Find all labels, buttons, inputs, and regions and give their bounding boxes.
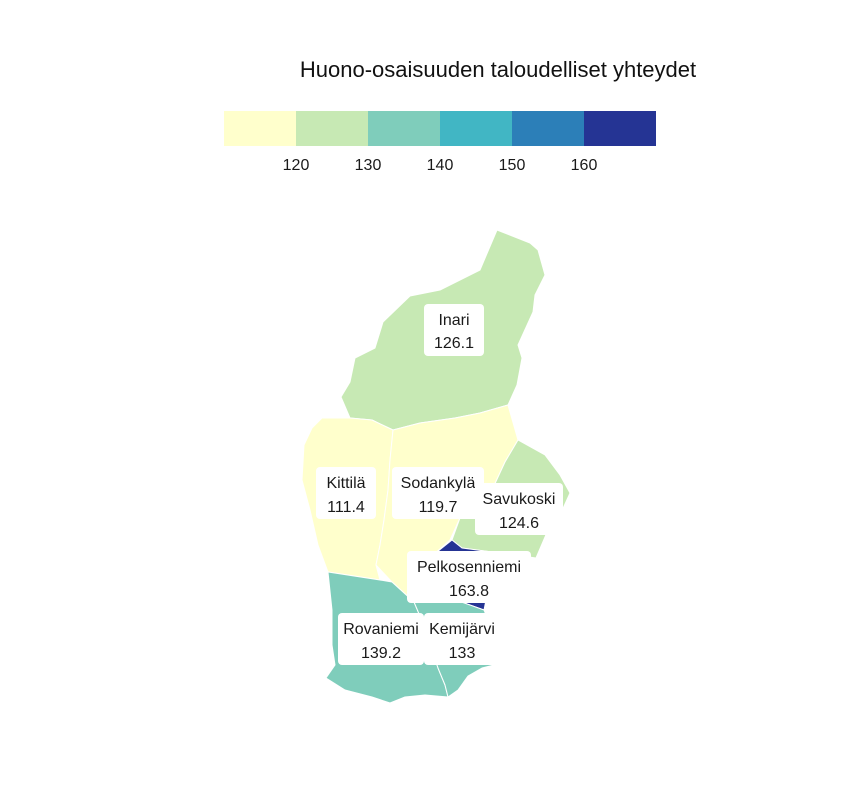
region-value-label: 111.4 [327, 499, 365, 516]
region-name-label: Kemijärvi [429, 621, 495, 638]
region-name-label: Inari [438, 312, 469, 329]
label-kittila: Kittilä 111.4 [316, 467, 376, 519]
legend-swatch [512, 111, 584, 146]
legend-swatch [368, 111, 440, 146]
region-value-label: 163.8 [449, 583, 489, 600]
region-name-label: Rovaniemi [343, 621, 419, 638]
legend-tick-label: 130 [355, 157, 382, 174]
region-name-label: Pelkosenniemi [417, 559, 521, 576]
label-pelkosenniemi: Pelkosenniemi 163.8 [407, 551, 531, 603]
region-name-label: Savukoski [483, 491, 556, 508]
label-sodankyla: Sodankylä 119.7 [392, 467, 484, 519]
label-savukoski: Savukoski 124.6 [475, 483, 563, 535]
legend-tick-label: 140 [427, 157, 454, 174]
region-value-label: 133 [449, 645, 476, 662]
region-name-label: Sodankylä [401, 475, 476, 492]
color-legend: 120 130 140 150 160 [224, 111, 656, 174]
legend-tick-label: 160 [571, 157, 598, 174]
region-value-label: 139.2 [361, 645, 401, 662]
label-kemijarvi: Kemijärvi 133 [424, 613, 500, 665]
label-inari: Inari 126.1 [424, 304, 484, 356]
legend-swatch [584, 111, 656, 146]
legend-swatch [296, 111, 368, 146]
map-title: Huono-osaisuuden taloudelliset yhteydet [300, 57, 696, 82]
legend-swatch [224, 111, 296, 146]
region-value-label: 126.1 [434, 335, 474, 352]
legend-tick-label: 150 [499, 157, 526, 174]
region-value-label: 124.6 [499, 515, 539, 532]
region-value-label: 119.7 [419, 499, 458, 516]
label-rovaniemi: Rovaniemi 139.2 [338, 613, 424, 665]
legend-tick-label: 120 [283, 157, 310, 174]
legend-swatch [440, 111, 512, 146]
region-name-label: Kittilä [326, 475, 365, 492]
